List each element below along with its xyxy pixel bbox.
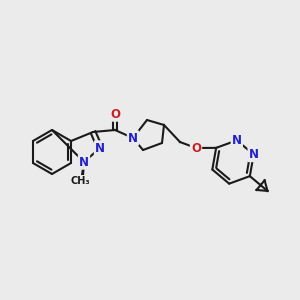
Text: CH₃: CH₃	[70, 176, 90, 186]
Text: N: N	[79, 155, 89, 169]
Text: N: N	[249, 148, 259, 161]
Text: N: N	[95, 142, 105, 154]
Text: N: N	[128, 131, 138, 145]
Text: O: O	[191, 142, 201, 154]
Text: O: O	[110, 107, 120, 121]
Text: N: N	[232, 134, 242, 147]
